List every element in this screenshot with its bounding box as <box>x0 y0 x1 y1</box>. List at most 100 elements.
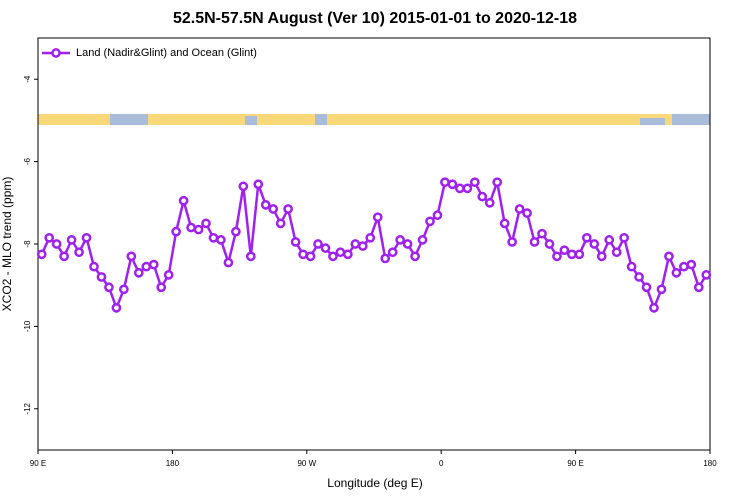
data-point <box>223 257 234 268</box>
data-point <box>604 235 615 245</box>
data-point <box>372 212 383 223</box>
data-point <box>701 270 712 280</box>
data-point <box>634 272 644 282</box>
data-point <box>447 179 458 190</box>
data-point <box>380 253 391 264</box>
data-point <box>574 249 585 260</box>
y-tick-label: -4 <box>23 75 32 83</box>
data-point <box>186 222 196 233</box>
data-point <box>462 183 473 194</box>
data-point <box>44 232 55 243</box>
series-line <box>40 177 708 312</box>
data-point <box>343 249 353 260</box>
data-point <box>111 303 122 313</box>
data-point <box>245 251 256 262</box>
x-tick-label: 90 E <box>30 459 46 468</box>
data-point <box>208 232 219 243</box>
chart-title: 52.5N-57.5N August (Ver 10) 2015-01-01 t… <box>173 10 577 27</box>
x-tick-label: 0 <box>439 459 444 468</box>
data-point <box>268 204 279 214</box>
data-point <box>36 249 47 260</box>
data-point <box>469 177 480 188</box>
data-point <box>357 241 368 251</box>
data-point <box>484 197 495 208</box>
data-point <box>552 251 562 262</box>
data-point <box>395 235 405 245</box>
data-point <box>193 224 204 235</box>
data-point <box>664 251 674 262</box>
data-point <box>492 177 503 188</box>
x-axis-label: Longitude (deg E) <box>327 476 422 490</box>
data-point <box>231 226 241 237</box>
data-point <box>328 251 338 262</box>
data-point <box>51 239 62 249</box>
x-tick-label: 90 W <box>297 459 316 468</box>
data-point <box>596 251 607 262</box>
y-tick-label: -8 <box>23 240 32 248</box>
data-point <box>275 218 286 229</box>
data-point <box>74 247 84 258</box>
data-point <box>148 259 159 270</box>
data-point <box>313 239 323 249</box>
data-point <box>156 282 167 293</box>
data-point <box>626 261 637 272</box>
data-point <box>477 191 488 202</box>
data-point <box>589 239 600 249</box>
data-point <box>671 267 682 278</box>
data-point <box>305 251 316 262</box>
y-tick-label: -12 <box>23 402 32 414</box>
data-point <box>686 259 697 270</box>
data-point <box>260 200 271 210</box>
data-point <box>567 249 577 260</box>
data-point <box>425 216 435 227</box>
x-tick-label: 180 <box>166 459 180 468</box>
legend-marker <box>51 48 61 58</box>
data-point <box>119 284 129 295</box>
data-point <box>141 261 152 272</box>
data-point <box>66 235 77 245</box>
data-point <box>253 179 264 190</box>
data-point <box>201 218 211 229</box>
data-point <box>320 243 331 253</box>
data-point <box>171 226 181 237</box>
data-point <box>238 181 249 192</box>
data-point <box>514 204 525 214</box>
data-point <box>581 232 592 243</box>
data-point <box>656 284 667 295</box>
data-point <box>417 235 428 245</box>
data-point <box>126 251 137 262</box>
data-point <box>432 210 443 221</box>
data-point <box>619 232 629 243</box>
data-point <box>163 270 174 280</box>
data-point <box>522 208 532 218</box>
data-point <box>537 228 547 239</box>
data-point <box>365 232 376 243</box>
data-point <box>679 261 689 272</box>
map-strip <box>38 114 710 125</box>
data-point <box>693 282 704 293</box>
x-tick-label: 90 E <box>567 459 583 468</box>
data-point <box>507 237 517 247</box>
data-point <box>611 247 622 258</box>
data-point <box>559 245 570 256</box>
data-point <box>178 195 189 206</box>
data-point <box>440 177 450 188</box>
data-point <box>290 237 301 247</box>
data-point <box>81 232 92 243</box>
data-point <box>89 261 99 272</box>
data-point <box>410 251 420 262</box>
data-point <box>335 247 346 258</box>
data-point <box>133 267 144 278</box>
data-point <box>529 237 540 247</box>
y-axis-label: XCO2 - MLO trend (ppm) <box>0 177 14 312</box>
data-point <box>649 303 659 313</box>
legend-label: Land (Nadir&Glint) and Ocean (Glint) <box>76 47 257 59</box>
data-point <box>402 239 413 249</box>
data-point <box>455 183 465 194</box>
data-point <box>96 272 107 282</box>
data-point <box>641 282 652 293</box>
data-point <box>387 247 398 258</box>
data-point <box>544 239 555 249</box>
x-tick-label: 180 <box>703 459 717 468</box>
